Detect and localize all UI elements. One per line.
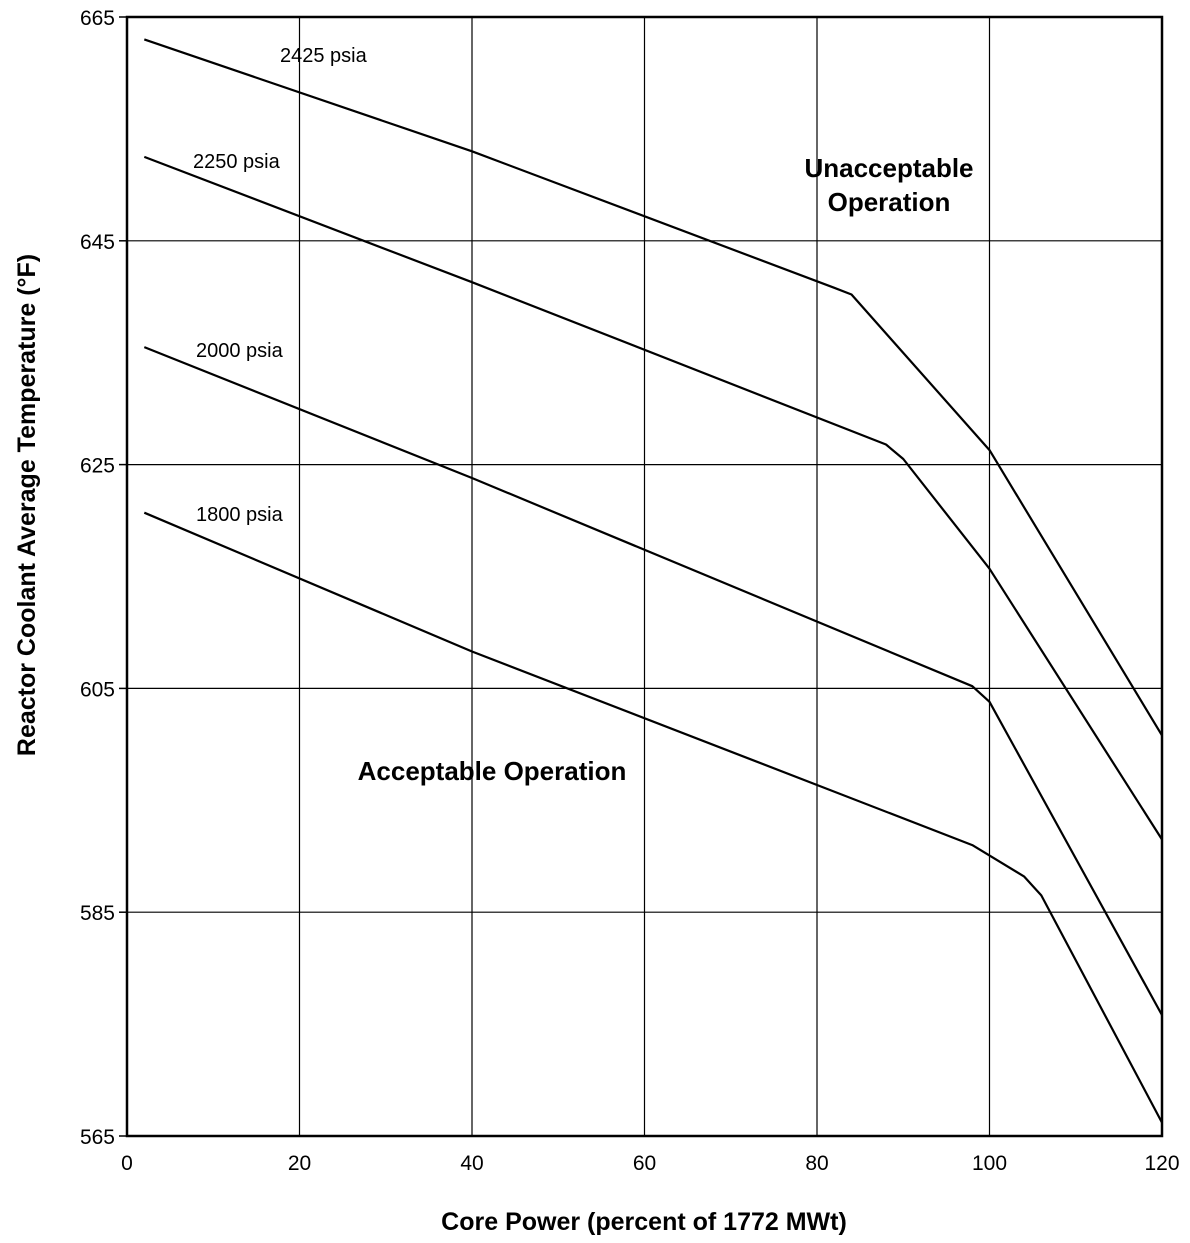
y-tick-label: 645 [80, 231, 115, 254]
x-tick-label: 20 [288, 1152, 311, 1175]
x-axis-title: Core Power (percent of 1772 MWt) [441, 1208, 847, 1236]
plot-frame [125, 15, 1164, 1138]
y-tick-label: 605 [80, 678, 115, 701]
label-layer: 2425 psia 2250 psia 2000 psia 1800 psia Unac… [193, 45, 974, 786]
series-line-1800-psia [143, 511, 1163, 1124]
x-tick-label: 80 [805, 1152, 828, 1175]
y-axis-title: Reactor Coolant Average Temperature (°F) [13, 254, 41, 756]
grid-layer [127, 17, 1162, 1136]
series-line-2000-psia [143, 346, 1163, 1016]
series-label: 1800 psia [196, 504, 284, 526]
series-line-2425-psia [143, 38, 1163, 736]
series-label: 2250 psia [193, 151, 281, 173]
y-tick-label: 565 [80, 1126, 115, 1149]
y-tick-label: 665 [80, 7, 115, 30]
x-tick-label: 100 [972, 1152, 1007, 1175]
x-tick-label: 40 [460, 1152, 483, 1175]
tick-layer: 0 20 40 60 80 100 120 565 585 605 625 645 665 [80, 7, 1180, 1175]
y-tick-label: 625 [80, 455, 115, 478]
region-label: Operation [828, 187, 951, 217]
region-label: Unacceptable [804, 153, 973, 183]
x-tick-label: 120 [1144, 1152, 1179, 1175]
series-layer [143, 38, 1163, 1124]
series-line-2250-psia [143, 155, 1163, 841]
series-label: 2425 psia [280, 45, 368, 67]
series-label: 2000 psia [196, 340, 284, 362]
y-tick-label: 585 [80, 902, 115, 925]
x-tick-label: 60 [633, 1152, 656, 1175]
region-label: Acceptable Operation [358, 756, 627, 786]
x-tick-label: 0 [121, 1152, 133, 1175]
